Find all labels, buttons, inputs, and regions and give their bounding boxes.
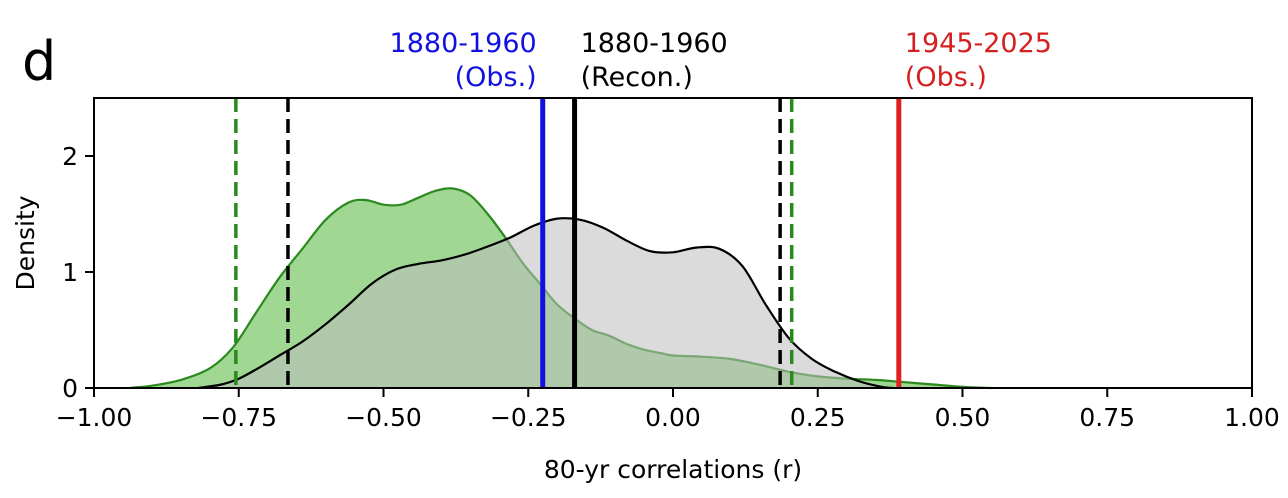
x-tick-label: −0.75 (200, 403, 277, 432)
y-axis-ticks: 0 1 2 (62, 142, 94, 403)
annotation-period-2: 1945-2025 (905, 28, 1052, 59)
x-tick-label: 1.00 (1224, 403, 1280, 432)
panel-label: d (22, 30, 56, 93)
density-series-layer (128, 187, 992, 390)
density-area-1 (198, 218, 893, 388)
annotation-source-1: (Recon.) (581, 62, 693, 93)
x-tick-label: 0.00 (645, 403, 701, 432)
y-axis-label: Density (11, 195, 40, 290)
annotation-source-2: (Obs.) (905, 62, 987, 93)
x-tick-label: −0.50 (345, 403, 422, 432)
y-tick-label: 0 (62, 374, 78, 403)
x-tick-label: 0.50 (935, 403, 991, 432)
x-tick-label: 0.25 (790, 403, 846, 432)
density-line-1 (198, 217, 894, 390)
annotation-period-0: 1880-1960 (390, 28, 537, 59)
x-tick-label: −1.00 (56, 403, 133, 432)
x-tick-label: −0.25 (490, 403, 567, 432)
x-tick-label: 0.75 (1079, 403, 1135, 432)
x-axis-label: 80-yr correlations (r) (544, 455, 802, 484)
annotation-source-0: (Obs.) (455, 62, 537, 93)
annotations-layer: 1880-1960(Obs.)1880-1960(Recon.)1945-202… (390, 28, 1052, 93)
y-tick-label: 2 (62, 142, 78, 171)
annotation-period-1: 1880-1960 (581, 28, 728, 59)
reference-lines-layer (234, 98, 902, 388)
x-axis-ticks: −1.00 −0.75 −0.50 −0.25 0.00 0.25 0.50 0.75 1.00 (56, 388, 1280, 432)
y-tick-label: 1 (62, 258, 78, 287)
